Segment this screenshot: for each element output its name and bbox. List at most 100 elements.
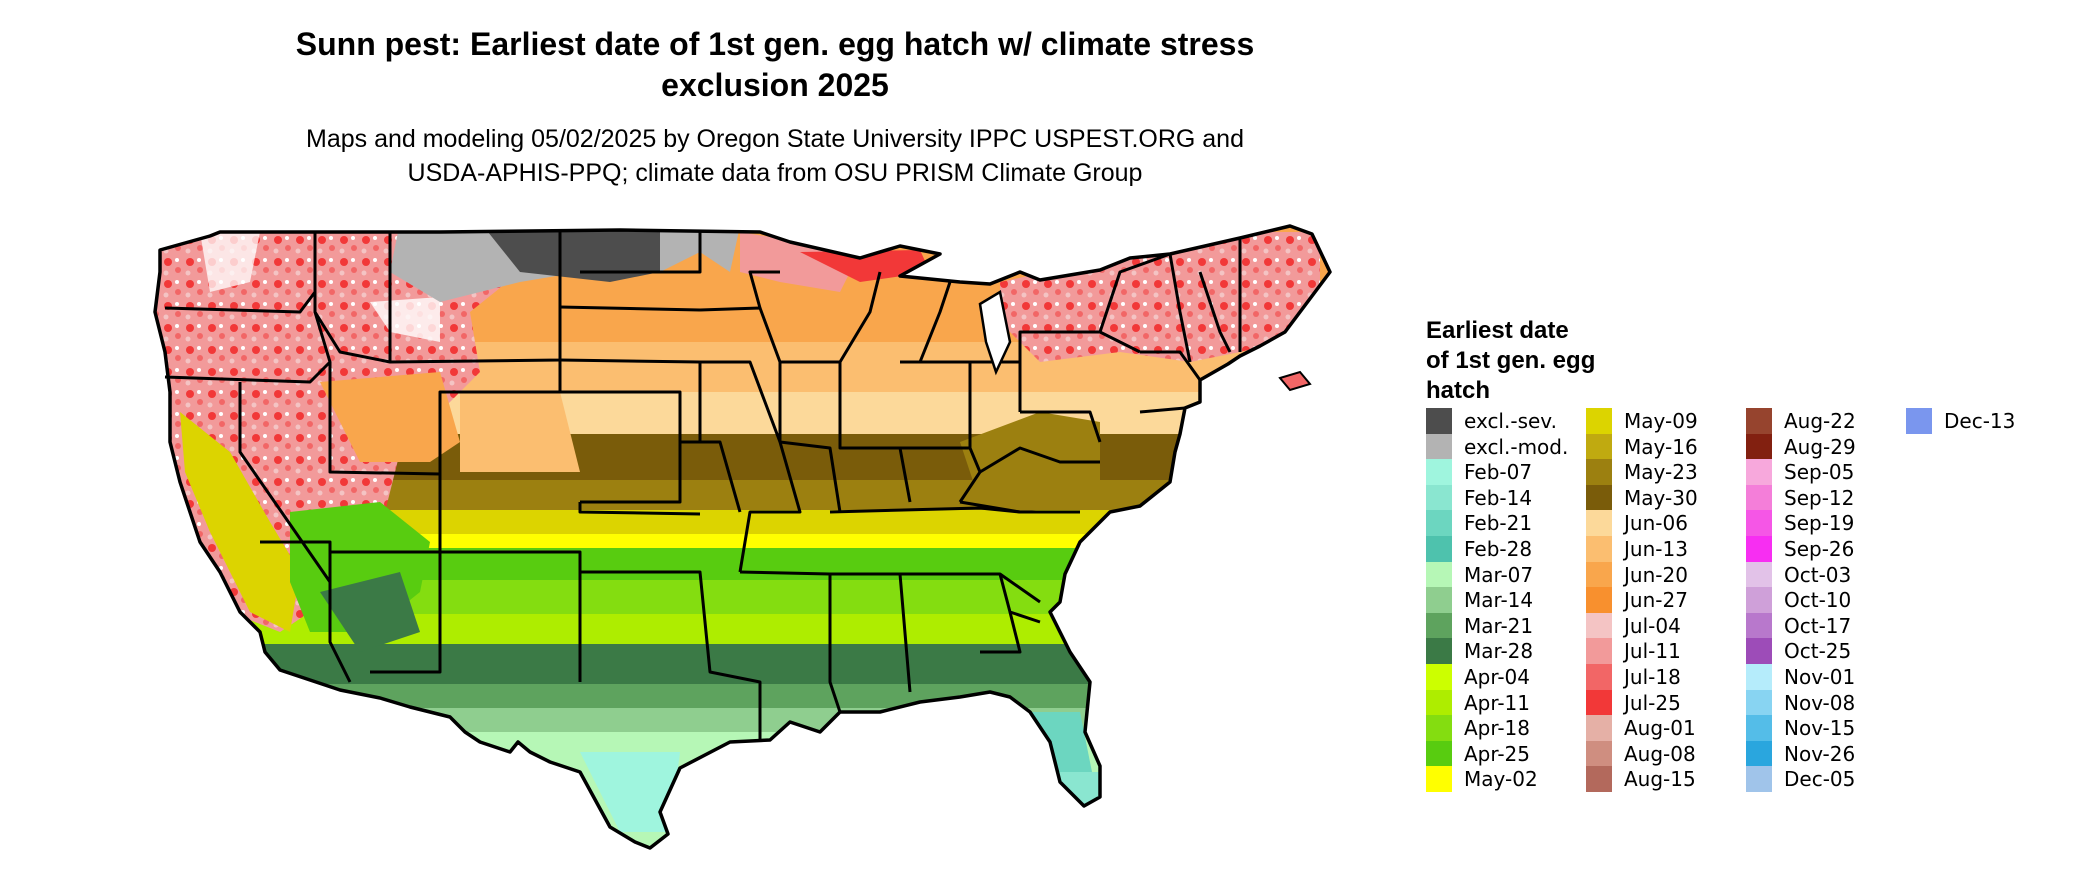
- legend-label: May-30: [1624, 485, 1698, 510]
- legend-label: Jul-11: [1624, 639, 1681, 664]
- band-mar07: [155, 732, 1330, 848]
- legend-swatch: [1746, 689, 1772, 716]
- legend-swatch: [1586, 561, 1612, 588]
- legend-swatch: [1746, 715, 1772, 742]
- legend-label: Jul-18: [1624, 665, 1681, 689]
- legend-label: Sep-05: [1784, 460, 1855, 485]
- legend-swatch: [1746, 408, 1772, 434]
- legend-title-line-3: hatch: [1426, 377, 1491, 404]
- legend-label: Nov-15: [1784, 716, 1856, 741]
- legend-label: May-02: [1464, 767, 1538, 792]
- legend-label: Jul-04: [1624, 613, 1681, 638]
- legend-swatch: [1746, 638, 1772, 665]
- legend-swatch: [1586, 408, 1612, 434]
- legend-item: May-30: [1586, 484, 1698, 511]
- legend-swatch: [1426, 561, 1452, 588]
- legend-title: Earliest date of 1st gen. egg hatch: [1426, 316, 1666, 406]
- legend-label: Feb-07: [1464, 460, 1533, 485]
- legend-label: Aug-15: [1624, 767, 1696, 792]
- legend-swatch: [1426, 638, 1452, 665]
- legend-item: Dec-05: [1746, 766, 1856, 793]
- legend-item: Jul-04: [1586, 612, 1681, 639]
- legend-label: Jun-06: [1624, 511, 1688, 536]
- legend-swatch: [1586, 740, 1612, 767]
- legend-item: Aug-29: [1746, 433, 1856, 460]
- legend-swatch: [1586, 664, 1612, 690]
- legend-swatch: [1746, 459, 1772, 486]
- legend-swatch: [1426, 715, 1452, 742]
- legend-label: Nov-08: [1784, 690, 1856, 715]
- legend-item: Feb-28: [1426, 536, 1532, 562]
- legend-swatch: [1586, 484, 1612, 511]
- legend-item: May-23: [1586, 459, 1698, 486]
- legend-swatch: [1586, 433, 1612, 460]
- legend-label: Oct-25: [1784, 639, 1852, 664]
- legend-item: Oct-25: [1746, 638, 1852, 665]
- appalachian-band: [960, 412, 1100, 512]
- legend-label: Nov-01: [1784, 665, 1856, 689]
- legend-item: Nov-08: [1746, 689, 1856, 716]
- legend-label: excl.-mod.: [1464, 434, 1569, 459]
- legend-label: Dec-05: [1784, 767, 1856, 792]
- legend-label: Aug-29: [1784, 434, 1856, 459]
- legend-item: Sep-12: [1746, 484, 1854, 511]
- great-basin-band: [320, 372, 460, 462]
- legend-label: Apr-25: [1464, 741, 1530, 766]
- lake-michigan: [978, 290, 1012, 376]
- legend-item: Sep-26: [1746, 536, 1854, 562]
- legend-swatch: [1426, 408, 1452, 434]
- legend-item: Jun-20: [1586, 561, 1688, 588]
- legend-swatch: [1586, 715, 1612, 742]
- map-subtitle: Maps and modeling 05/02/2025 by Oregon S…: [200, 122, 1350, 190]
- legend-label: Jun-20: [1624, 562, 1688, 587]
- legend-label: Jul-25: [1624, 690, 1681, 715]
- legend-item: Sep-19: [1746, 510, 1855, 537]
- legend-swatch: [1426, 459, 1452, 486]
- long-island: [1278, 370, 1312, 392]
- legend-swatch: [1426, 433, 1452, 460]
- us-outline: [153, 224, 1332, 850]
- northeast-mountain-zone: [1000, 232, 1320, 362]
- legend-item: Feb-14: [1426, 484, 1532, 511]
- legend-swatch: [1586, 638, 1612, 665]
- legend-item: excl.-mod.: [1426, 433, 1569, 460]
- legend-label: Mar-07: [1464, 562, 1534, 587]
- legend-title-line-2: of 1st gen. egg: [1426, 347, 1596, 374]
- legend-label: May-16: [1624, 434, 1698, 459]
- legend-item: Nov-15: [1746, 715, 1856, 742]
- legend-label: Sep-19: [1784, 511, 1855, 536]
- legend-label: Jun-27: [1624, 588, 1688, 613]
- legend-label: Feb-21: [1464, 511, 1533, 536]
- legend-swatch: [1746, 536, 1772, 562]
- legend-item: Jun-13: [1586, 536, 1688, 562]
- legend-label: May-09: [1624, 409, 1698, 433]
- legend-swatch: [1746, 510, 1772, 537]
- legend-item: Oct-10: [1746, 587, 1851, 614]
- california-valley: [180, 412, 300, 632]
- legend-item: Sep-05: [1746, 459, 1855, 486]
- wyoming-snow: [370, 297, 440, 342]
- legend-label: Mar-21: [1464, 613, 1534, 638]
- legend-swatch: [1746, 587, 1772, 614]
- legend-swatch: [1426, 664, 1452, 690]
- band-may02: [155, 534, 1330, 552]
- cascades-snow: [200, 232, 260, 292]
- map-title-line-1: Sunn pest: Earliest date of 1st gen. egg…: [295, 26, 1255, 62]
- legend-item: Jul-25: [1586, 689, 1681, 716]
- legend-item: Mar-21: [1426, 612, 1534, 639]
- legend-label: May-23: [1624, 460, 1698, 485]
- map-title-line-2: exclusion 2025: [661, 67, 889, 103]
- legend-item: Dec-13: [1906, 408, 2015, 434]
- legend-swatch: [1426, 612, 1452, 639]
- legend-swatch: [1426, 536, 1452, 562]
- legend-item: May-09: [1586, 408, 1698, 434]
- legend-item: Jun-27: [1586, 587, 1688, 614]
- legend-item: Jul-18: [1586, 664, 1681, 690]
- legend-swatch: [1426, 510, 1452, 537]
- legend-swatch: [1746, 484, 1772, 511]
- legend-swatch: [1586, 510, 1612, 537]
- legend-swatch: [1426, 740, 1452, 767]
- legend-item: Apr-18: [1426, 715, 1530, 742]
- legend-label: Mar-28: [1464, 639, 1534, 664]
- legend-swatch: [1586, 612, 1612, 639]
